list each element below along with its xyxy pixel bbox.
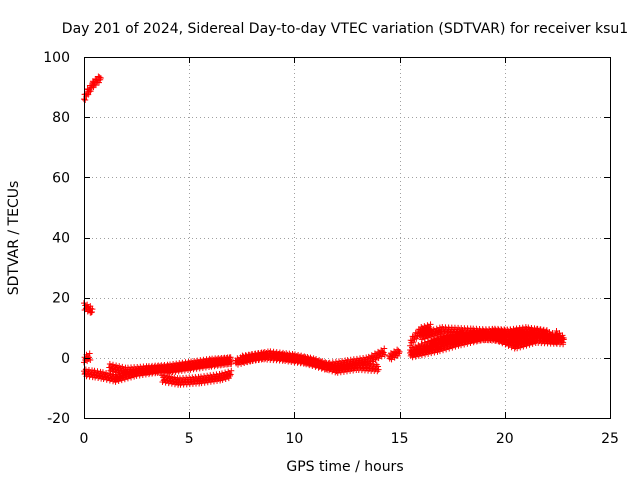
series-track-A <box>81 345 403 385</box>
x-tick-label: 0 <box>80 431 89 447</box>
y-tick-label: 0 <box>61 351 70 367</box>
data-point <box>413 335 420 342</box>
series-early-spike <box>81 300 96 316</box>
data-point <box>394 352 401 359</box>
x-tick-label: 5 <box>185 431 194 447</box>
data-point <box>88 308 95 315</box>
data-point <box>395 347 402 354</box>
data-point <box>559 332 566 339</box>
axis-ticks <box>84 57 611 419</box>
data-point <box>89 306 96 313</box>
data-point <box>374 363 381 370</box>
data-point <box>87 303 94 310</box>
data-point <box>560 334 567 341</box>
y-tick-label: 20 <box>52 291 70 307</box>
data-point <box>560 339 567 346</box>
series-early-near-zero <box>81 350 94 366</box>
data-point <box>381 345 388 352</box>
data-point <box>375 366 382 373</box>
series-track-B <box>158 367 235 388</box>
y-tick-label: -20 <box>47 411 70 427</box>
data-point <box>227 372 234 379</box>
y-axis-label: SDTVAR / TECUs <box>6 181 22 296</box>
y-tick-label: 80 <box>52 110 70 126</box>
data-point <box>391 354 398 361</box>
data-point <box>381 351 388 358</box>
data-point <box>97 75 104 82</box>
data-point <box>96 74 103 81</box>
data-points <box>81 73 567 388</box>
data-point <box>95 79 102 86</box>
data-point <box>86 354 93 361</box>
data-point <box>92 82 99 89</box>
data-point <box>86 350 93 357</box>
chart-title: Day 201 of 2024, Sidereal Day-to-day VTE… <box>62 21 628 37</box>
data-point <box>82 96 89 103</box>
data-point <box>87 356 94 363</box>
y-tick-label: 100 <box>43 50 70 66</box>
data-point <box>556 330 563 337</box>
x-tick-label: 20 <box>496 431 514 447</box>
tick-labels: 0 5 10 15 20 25 -20 0 20 40 60 80 100 <box>43 50 619 447</box>
y-tick-label: 60 <box>52 170 70 186</box>
x-tick-label: 10 <box>285 431 303 447</box>
data-point <box>227 354 234 361</box>
x-axis-label: GPS time / hours <box>286 459 403 475</box>
y-tick-label: 40 <box>52 231 70 247</box>
data-point <box>427 321 434 328</box>
data-point <box>410 339 417 346</box>
data-point <box>553 328 560 335</box>
x-tick-label: 25 <box>601 431 619 447</box>
series-late-tracks <box>407 321 567 361</box>
data-point <box>228 367 235 374</box>
data-point <box>396 348 403 355</box>
data-point <box>227 357 234 364</box>
x-tick-label: 15 <box>391 431 409 447</box>
data-point <box>388 356 395 363</box>
data-point <box>227 371 234 378</box>
data-point <box>87 88 94 95</box>
data-point <box>543 327 550 334</box>
